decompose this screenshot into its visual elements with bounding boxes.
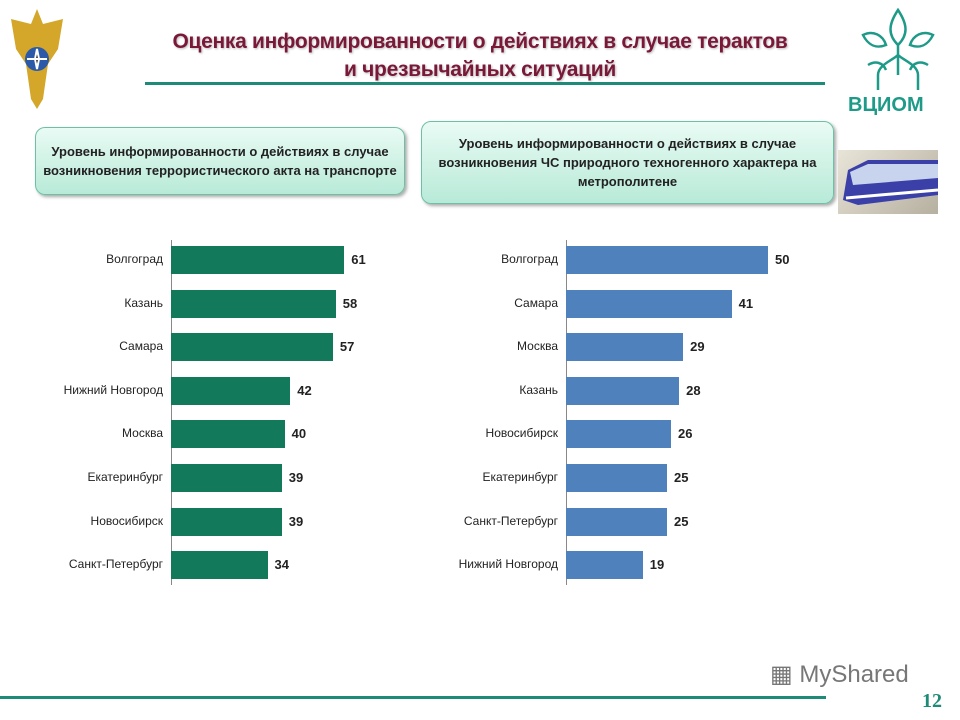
presentation-icon: ▦: [770, 661, 800, 688]
bar: [566, 289, 732, 318]
right-chart-title: Уровень информированности о действиях в …: [421, 121, 834, 204]
bar: [566, 376, 680, 405]
category-label: Новосибирск: [485, 426, 558, 441]
bar: [566, 333, 684, 362]
category-label: Москва: [122, 426, 163, 441]
category-label: Новосибирск: [90, 513, 163, 528]
data-label: 50: [775, 252, 790, 267]
metro-train-image: [838, 150, 939, 214]
category-label: Нижний Новгород: [63, 382, 163, 397]
bar: [171, 551, 268, 580]
data-label: 39: [288, 513, 304, 529]
category-label: Екатеринбург: [87, 470, 164, 484]
bar: [171, 246, 345, 274]
data-label: 26: [678, 426, 693, 442]
bar: [566, 420, 672, 449]
watermark: ▦ MyShared: [770, 660, 909, 689]
data-label: 25: [674, 470, 689, 485]
bar: [171, 333, 333, 362]
bar: [566, 507, 667, 536]
category-label: Самара: [119, 339, 163, 354]
category-label: Казань: [519, 382, 558, 397]
category-label: Москва: [517, 339, 558, 354]
category-label: Казань: [124, 295, 163, 310]
bar: [566, 246, 768, 274]
page-number: 12: [922, 690, 942, 712]
vciom-tree-icon: [858, 5, 938, 95]
footer-divider: [0, 696, 826, 699]
data-label: 41: [738, 295, 754, 311]
data-label: 28: [686, 382, 701, 398]
watermark-text: MyShared: [799, 661, 909, 688]
data-label: 57: [339, 339, 355, 355]
data-label: 19: [649, 557, 665, 573]
bar: [171, 507, 282, 536]
data-label: 25: [674, 513, 689, 529]
bar: [171, 376, 291, 405]
data-label: 58: [342, 295, 358, 311]
y-axis-line: [566, 240, 567, 585]
category-label: Волгоград: [106, 252, 163, 266]
category-label: Санкт-Петербург: [68, 557, 163, 572]
category-label: Волгоград: [501, 252, 558, 266]
bar: [171, 289, 336, 318]
title-line-1: Оценка информированности о действиях в с…: [172, 30, 788, 53]
bar: [566, 464, 667, 492]
data-label: 29: [690, 339, 705, 355]
category-label: Нижний Новгород: [458, 557, 558, 572]
data-label: 34: [274, 557, 290, 573]
left-chart-title: Уровень информированности о действиях в …: [35, 127, 405, 195]
bar: [566, 551, 643, 580]
data-label: 40: [291, 426, 307, 442]
data-label: 39: [288, 470, 304, 485]
title-line-2: и чрезвычайных ситуаций: [344, 58, 616, 81]
title-divider: [145, 82, 825, 85]
emblem-logo: [8, 4, 66, 114]
category-label: Санкт-Петербург: [463, 513, 558, 528]
y-axis-line: [171, 240, 172, 585]
category-label: Самара: [514, 295, 558, 310]
category-label: Екатеринбург: [482, 470, 559, 484]
data-label: 61: [351, 252, 366, 267]
data-label: 42: [297, 382, 312, 398]
bar: [171, 464, 282, 492]
vciom-logo-text: ВЦИОМ: [848, 94, 924, 116]
page-title: Оценка информированности о действиях в с…: [140, 28, 820, 84]
bar: [171, 420, 285, 449]
